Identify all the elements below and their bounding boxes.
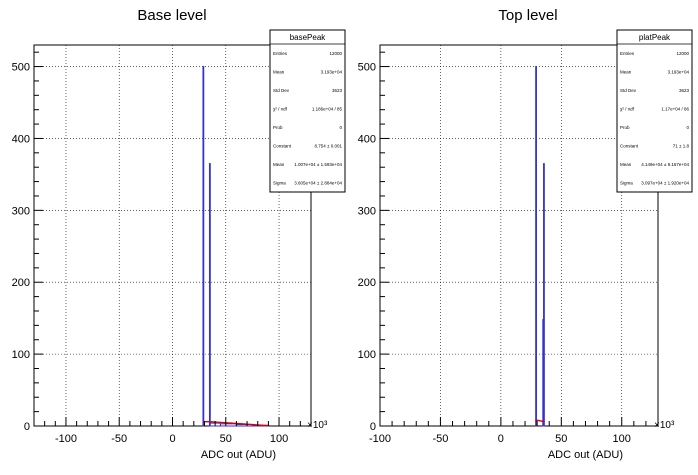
stats-row-label: Entries <box>620 51 635 56</box>
stats-row-label: Prob <box>620 125 630 130</box>
fit-curve <box>203 420 269 427</box>
stats-box: platPeak Entries 12000 Mean 3.193e+04 Std Dev… <box>616 29 693 193</box>
x-axis-exponent: ×10³ <box>654 420 675 431</box>
y-axis: 0 100 200 300 400 500 <box>358 51 389 433</box>
stats-row-value: 1.186e+04 / 85 <box>312 106 343 111</box>
x-axis-label: ADC out (ADU) <box>548 449 623 461</box>
histogram-bars <box>535 66 545 427</box>
x-tick-label: -50 <box>111 433 127 445</box>
stats-row-value: 0 <box>339 125 342 130</box>
x-axis: -100 -50 0 50 100 ADC out (ADU) ×10³ <box>44 417 328 461</box>
stats-row-value: 3.097e+04 ± 1.920e+04 <box>641 180 689 185</box>
x-axis-exponent: ×10³ <box>307 420 328 431</box>
y-axis: 0 100 200 300 400 500 <box>12 51 43 433</box>
x-tick-label: 50 <box>555 433 567 445</box>
y-tick-label: 200 <box>358 277 376 289</box>
stats-row-value: 71 ± 1.8 <box>673 143 690 148</box>
x-tick-label: 50 <box>220 433 232 445</box>
histogram-bar-3 <box>543 163 545 427</box>
stats-row-label: Entries <box>273 51 288 56</box>
stats-row-label: Mean <box>620 69 632 74</box>
y-tick-label: 100 <box>358 349 376 361</box>
stats-row-label: Constant <box>273 143 292 148</box>
histogram-bar-4 <box>219 423 237 427</box>
y-tick-label: 0 <box>370 421 376 433</box>
stats-row-label: Mean <box>273 69 285 74</box>
histogram-bars <box>202 66 269 427</box>
stats-row-label: Std Dev <box>273 88 290 93</box>
stats-row-value: 12000 <box>329 51 342 56</box>
y-tick-label: 500 <box>358 62 376 74</box>
stats-row-label: Prob <box>273 125 283 130</box>
x-tick-label: 100 <box>613 433 631 445</box>
chart-title: Top level <box>498 7 557 24</box>
y-tick-label: 400 <box>12 133 30 145</box>
stats-box-frame <box>269 29 346 193</box>
stats-row-label: Std Dev <box>620 88 637 93</box>
histogram-bar-1 <box>202 66 205 427</box>
stats-row-value: 1.17e+04 / 86 <box>661 106 689 111</box>
stats-row-value: 0 <box>686 125 689 130</box>
stats-row-value: 3.193e+04 <box>321 69 343 74</box>
stats-row-value: 8.754 ± 0.001 <box>315 143 343 148</box>
stats-row-value: 4.149e+04 ± 9.167e+04 <box>641 162 689 167</box>
x-tick-label: -100 <box>369 433 391 445</box>
y-tick-label: 300 <box>358 205 376 217</box>
x-axis-label: ADC out (ADU) <box>201 449 276 461</box>
y-tick-label: 300 <box>12 205 30 217</box>
y-tick-label: 0 <box>24 421 30 433</box>
stats-row-value: 3623 <box>332 88 343 93</box>
y-tick-label: 100 <box>12 349 30 361</box>
x-tick-label: 100 <box>270 433 288 445</box>
stats-row-label: Constant <box>620 143 639 148</box>
stats-box-title: platPeak <box>639 33 671 42</box>
stats-box-frame <box>616 29 693 193</box>
x-tick-label: 0 <box>169 433 175 445</box>
x-tick-label: -50 <box>432 433 448 445</box>
stats-box: basePeak Entries 12000 Mean 3.193e+04 Std Dev… <box>269 29 346 193</box>
y-tick-label: 200 <box>12 277 30 289</box>
y-tick-label: 400 <box>358 133 376 145</box>
x-tick-label: -100 <box>55 433 77 445</box>
y-tick-label: 500 <box>12 62 30 74</box>
x-axis: -100 -50 0 50 100 ADC out (ADU) ×10³ <box>369 417 675 461</box>
stats-box-title: basePeak <box>290 33 327 42</box>
stats-row-label: Sigma <box>273 180 286 185</box>
stats-row-label: Mean <box>620 162 632 167</box>
stats-row-value: 12000 <box>676 51 689 56</box>
chart-panel-1: Base level -100 -50 0 50 100 ADC out (ADU) ×10³… <box>12 7 346 461</box>
chart-title: Base level <box>137 7 206 24</box>
grid-lines <box>380 45 658 426</box>
grid-lines <box>34 45 311 426</box>
stats-row-value: 3.193e+04 <box>668 69 690 74</box>
stats-row-label: Sigma <box>620 180 633 185</box>
fit-curve <box>535 419 544 423</box>
stats-row-value: 3.605e+04 ± 2.884e+04 <box>294 180 342 185</box>
histogram-bar-2 <box>208 163 211 427</box>
chart-panel-2: Top level -100 -50 0 50 100 ADC out (ADU) ×10³ 0… <box>358 7 693 461</box>
stats-row-value: 3623 <box>679 88 690 93</box>
x-tick-label: 0 <box>498 433 504 445</box>
stats-row-label: χ² / ndf <box>273 106 288 111</box>
plot-frame <box>379 44 659 427</box>
histogram-bar-1 <box>535 66 537 427</box>
stats-row-label: Mean <box>273 162 285 167</box>
stats-row-value: 1.007e+04 ± 1.593e+04 <box>294 162 342 167</box>
stats-row-label: χ² / ndf <box>620 106 635 111</box>
